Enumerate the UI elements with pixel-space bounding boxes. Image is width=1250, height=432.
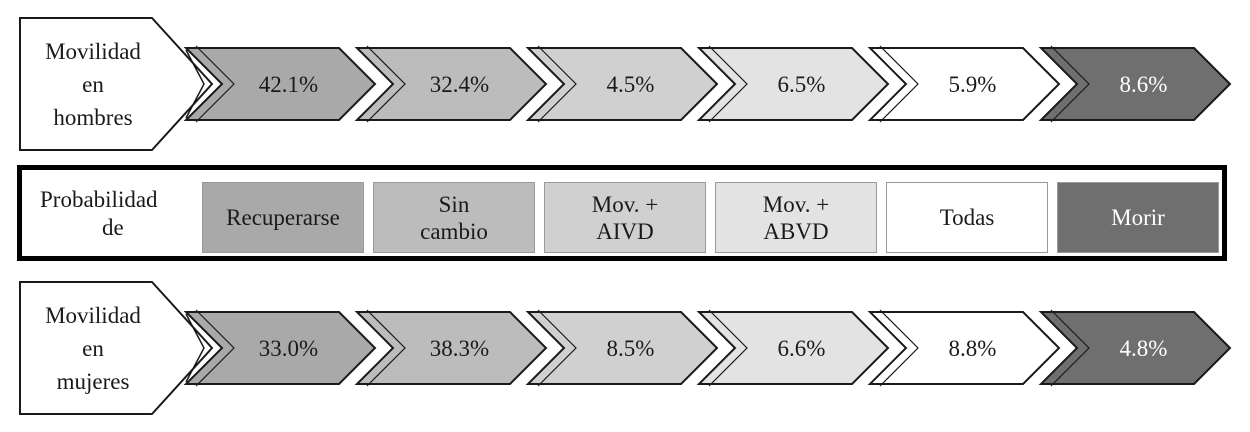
legend-category-label: ABVD [763,218,829,244]
value-label: 42.1% [259,72,318,97]
value-chevron-edge [879,309,919,387]
row-label-chevron-line [185,49,205,119]
value-label: 38.3% [430,336,489,361]
value-label: 8.5% [607,336,655,361]
value-chevron [354,311,548,385]
value-label: 8.6% [1120,72,1168,97]
value-chevron [867,47,1061,121]
legend-category-label: Sin [438,191,470,217]
row-label-line: en [82,72,104,97]
legend-category: Mov. + ABVD [715,182,877,253]
legend-category-label: Todas [939,205,995,230]
value-label: 6.6% [778,336,826,361]
value-chevron-edge [366,309,406,387]
legend-category: Morir [1057,182,1219,253]
row-label-shape [19,281,214,415]
value-chevron-edge [537,309,577,387]
row-label-shape [19,17,214,151]
value-chevron-edge [708,45,748,123]
legend-category-label: cambio [420,218,488,244]
value-chevron [696,311,890,385]
value-chevron-edge [537,45,577,123]
value-chevron-edge [1050,309,1090,387]
value-chevron [354,47,548,121]
value-label: 33.0% [259,336,318,361]
legend-category: Recuperarse [202,182,364,253]
row-label-line: Movilidad [45,303,141,328]
legend-box: Probabilidad de Recuperarse Sin cambio Mov.… [17,165,1227,261]
value-chevron-edge [195,45,235,123]
value-label: 4.8% [1120,336,1168,361]
value-chevron [867,311,1061,385]
value-chevron-edge [195,309,235,387]
legend-category: Sin cambio [373,182,535,253]
legend-title-line: de [102,215,124,240]
value-chevron [525,47,719,121]
row-label-line: hombres [53,105,132,130]
legend-category-label: Mov. + [762,191,830,217]
legend-title-line: Probabilidad [40,187,158,212]
row-label-line: Movilidad [45,39,141,64]
legend-category-label: Recuperarse [226,205,340,230]
value-chevron-edge [879,45,919,123]
value-label: 5.9% [949,72,997,97]
value-label: 32.4% [430,72,489,97]
legend-title: Probabilidad de [40,186,200,242]
value-chevron-edge [366,45,406,123]
row-label-line: en [82,336,104,361]
value-chevron [1038,311,1232,385]
legend-category: Todas [886,182,1048,253]
value-chevron [525,311,719,385]
value-chevron-edge [708,309,748,387]
value-label: 6.5% [778,72,826,97]
value-label: 4.5% [607,72,655,97]
row-label-chevron-line [185,313,205,383]
row-women: Movilidad en mujeres 33.0% 38.3% 8.5% 6.6% 8.8%… [19,281,1232,415]
value-chevron [183,311,377,385]
value-chevron [696,47,890,121]
legend-category-label: AIVD [596,218,654,244]
legend-category-label: Mov. + [591,191,659,217]
value-chevron [183,47,377,121]
legend-category-label: Morir [1111,205,1165,230]
value-chevron [1038,47,1232,121]
legend-category: Mov. + AIVD [544,182,706,253]
value-label: 8.8% [949,336,997,361]
value-chevron-edge [1050,45,1090,123]
row-men: Movilidad en hombres 42.1% 32.4% 4.5% 6.5% 5.9%… [19,17,1232,151]
row-label-line: mujeres [57,369,130,394]
